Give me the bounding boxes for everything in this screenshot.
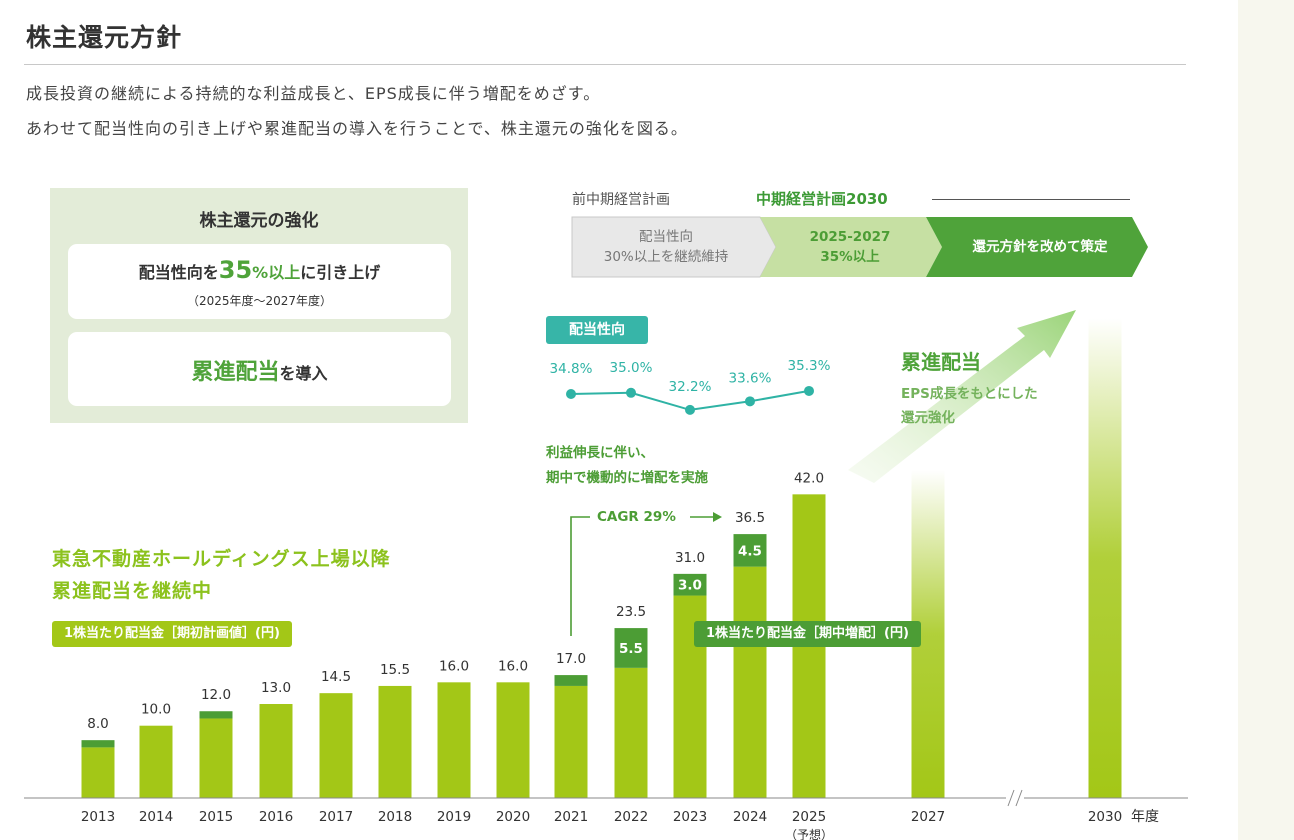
bar-initial-2020 xyxy=(497,682,530,798)
dividend-chart: 8.0 10.0 12.0 13.0 14.5 15.5 16.0 16.0 17.0 23.5 3… xyxy=(0,0,1294,840)
x-tick-2013: 2013 xyxy=(81,809,115,825)
payout-ratio-tag: 配当性向 xyxy=(546,316,648,344)
x-tick-2020: 2020 xyxy=(496,809,530,825)
x-tick-2018: 2018 xyxy=(378,809,412,825)
eps-growth-note-line1: EPS成長をもとにした xyxy=(901,382,1038,406)
mid-increase-note-line2: 期中で機動的に増配を実施 xyxy=(546,466,708,491)
x-tick-2027: 2027 xyxy=(911,809,945,825)
bar-total-label-2025: 42.0 xyxy=(794,470,824,486)
bar-initial-2014 xyxy=(140,726,173,798)
bar-total-label-2023: 31.0 xyxy=(675,550,705,566)
bar-total-label-2015: 12.0 xyxy=(201,687,231,703)
payout-point-2023 xyxy=(685,405,695,415)
x-tick-2022: 2022 xyxy=(614,809,648,825)
plan-step-2025-text: 2025-2027 35%以上 xyxy=(770,227,930,267)
plan-step-2030-text: 還元方針を改めて策定 xyxy=(940,237,1140,257)
payout-point-2025 xyxy=(804,386,814,396)
bar-initial-2022 xyxy=(615,668,648,798)
plan-step-previous-line1: 配当性向 xyxy=(572,227,760,247)
bar-increase-2015 xyxy=(200,711,233,718)
bar-initial-2015 xyxy=(200,718,233,798)
bar-total-label-2022: 23.5 xyxy=(616,604,646,620)
payout-point-2024 xyxy=(745,396,755,406)
bar-total-label-2016: 13.0 xyxy=(261,680,291,696)
increase-label-2024: 4.5 xyxy=(738,543,762,559)
plan-step-previous-text: 配当性向 30%以上を継続維持 xyxy=(572,227,760,267)
x-tick-2023: 2023 xyxy=(673,809,707,825)
axis-break-gap xyxy=(1006,786,1024,810)
bar-initial-2019 xyxy=(438,682,471,798)
payout-label-2025: 35.3% xyxy=(788,358,831,374)
cagr-bracket xyxy=(571,517,590,636)
cagr-label: CAGR 29% xyxy=(597,509,676,525)
bar-initial-2013 xyxy=(82,747,115,798)
progressive-dividend-heading: 累進配当 xyxy=(901,346,981,375)
x-tick-sub-2025: （予想） xyxy=(785,827,833,840)
bar-initial-2024 xyxy=(734,567,767,798)
bar-initial-2018 xyxy=(379,686,412,798)
bar-total-label-2020: 16.0 xyxy=(498,658,528,674)
bar-increase-2013 xyxy=(82,740,115,747)
headline-line-1: 東急不動産ホールディングス上場以降 xyxy=(52,544,391,571)
increase-label-2022: 5.5 xyxy=(619,641,643,657)
x-tick-2015: 2015 xyxy=(199,809,233,825)
x-tick-2014: 2014 xyxy=(139,809,173,825)
bar-total-label-2014: 10.0 xyxy=(141,702,171,718)
bar-initial-2021 xyxy=(555,686,588,798)
x-tick-2019: 2019 xyxy=(437,809,471,825)
x-tick-2016: 2016 xyxy=(259,809,293,825)
mid-increase-note-line1: 利益伸長に伴い、 xyxy=(546,441,708,466)
bar-total-label-2024: 36.5 xyxy=(735,510,765,526)
plan-step-2025-line2: 35%以上 xyxy=(770,247,930,267)
payout-label-2024: 33.6% xyxy=(729,370,772,386)
x-tick-2024: 2024 xyxy=(733,809,767,825)
payout-label-2022: 35.0% xyxy=(610,360,653,376)
increase-label-2023: 3.0 xyxy=(678,578,702,594)
bar-total-label-2021: 17.0 xyxy=(556,651,586,667)
cagr-arrow-head xyxy=(713,512,722,522)
x-axis-unit: 年度 xyxy=(1131,806,1159,826)
bar-future-2030 xyxy=(1089,318,1122,798)
payout-label-2023: 32.2% xyxy=(669,379,712,395)
bar-total-label-2018: 15.5 xyxy=(380,662,410,678)
bar-initial-2017 xyxy=(320,693,353,798)
bar-initial-2016 xyxy=(260,704,293,798)
x-tick-2025: 2025 xyxy=(792,809,826,825)
payout-point-2022 xyxy=(626,388,636,398)
eps-growth-note-line2: 還元強化 xyxy=(901,406,1038,430)
payout-point-2021 xyxy=(566,389,576,399)
x-tick-2030: 2030 xyxy=(1088,809,1122,825)
plan-step-2025-line1: 2025-2027 xyxy=(770,227,930,247)
plan-step-previous-line2: 30%以上を継続維持 xyxy=(572,247,760,267)
headline-line-2: 累進配当を継続中 xyxy=(52,576,212,603)
mid-increase-note: 利益伸長に伴い、 期中で機動的に増配を実施 xyxy=(546,441,708,491)
eps-growth-note: EPS成長をもとにした 還元強化 xyxy=(901,382,1038,430)
legend-initial-plan: 1株当たり配当金［期初計画値］(円) xyxy=(52,621,292,647)
bar-total-label-2013: 8.0 xyxy=(87,716,108,732)
bar-total-label-2019: 16.0 xyxy=(439,658,469,674)
x-tick-2021: 2021 xyxy=(554,809,588,825)
payout-label-2021: 34.8% xyxy=(550,361,593,377)
x-tick-2017: 2017 xyxy=(319,809,353,825)
legend-mid-increase: 1株当たり配当金［期中増配］(円) xyxy=(694,621,921,647)
bar-total-label-2017: 14.5 xyxy=(321,669,351,685)
bar-increase-2021 xyxy=(555,675,588,686)
